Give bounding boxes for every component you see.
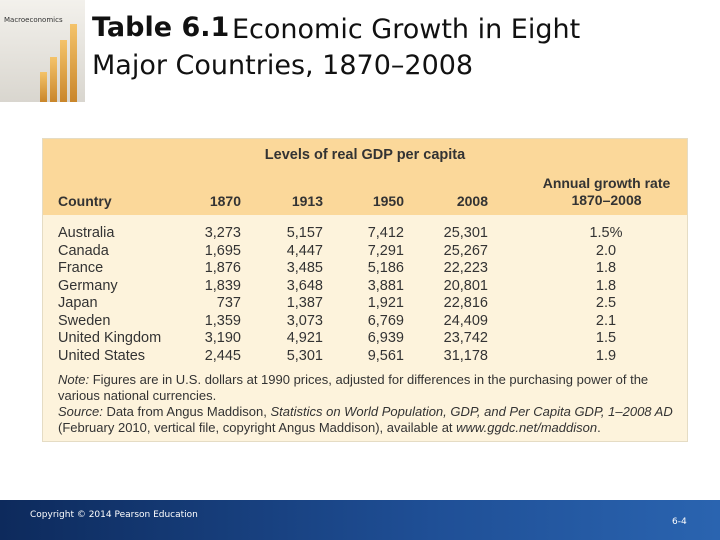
cover-title: Macroeconomics	[4, 16, 63, 24]
table-cell: France	[58, 260, 104, 276]
source-part: Statistics on World Population, GDP, and…	[270, 404, 673, 419]
table-cell: 22,223	[443, 260, 488, 276]
column-header: Annual growth rate 1870–2008	[542, 175, 671, 208]
source-part: .	[597, 420, 601, 435]
table-cell: 1.8	[595, 277, 617, 294]
title-line: Table 6.1	[92, 12, 229, 43]
table-cell: 25,267	[443, 242, 488, 259]
table-cell: Japan	[58, 295, 98, 311]
table-cell: 5,301	[286, 347, 323, 364]
table-cell: Canada	[58, 242, 109, 259]
table-cell: 31,178	[443, 347, 488, 364]
column-header: 1950	[372, 193, 404, 209]
table-cell: 2,445	[204, 347, 241, 364]
group-header: Levels of real GDP per capita	[264, 147, 466, 163]
footer: Copyright © 2014 Pearson Education 6-4	[0, 500, 720, 540]
table-cell: Sweden	[58, 312, 111, 329]
column-header: 2008	[456, 193, 488, 209]
table-cell: 23,742	[443, 330, 488, 346]
table-cell: Germany	[58, 277, 118, 294]
table-cell: 3,073	[286, 312, 323, 329]
table-cell: Australia	[58, 225, 115, 241]
column-header: 1913	[291, 193, 323, 209]
table-cell: 3,273	[204, 225, 241, 241]
source-label: Source:	[58, 404, 103, 419]
table-cell: 1,695	[204, 242, 241, 259]
table-cell: 5,186	[367, 260, 404, 276]
table-cell: 4,921	[286, 330, 323, 346]
table-cell: 25,301	[443, 225, 488, 241]
copyright: Copyright © 2014 Pearson Education	[30, 510, 198, 520]
table-cell: 1.5%	[589, 225, 623, 241]
table-cell: 4,447	[286, 242, 323, 259]
table-cell: 6,939	[367, 330, 404, 346]
table-cell: 7,412	[367, 225, 404, 241]
table-cell: 3,190	[204, 330, 241, 346]
column-header: Country	[58, 193, 112, 209]
table-cell: 7,291	[367, 242, 404, 259]
source: Source: Data from Angus Maddison, Statis…	[58, 404, 678, 436]
table-cell: 3,648	[286, 277, 323, 294]
page-number: 6-4	[672, 517, 687, 527]
table-cell: United Kingdom	[58, 330, 162, 346]
note-label: Note:	[58, 372, 90, 387]
table-cell: 3,485	[286, 260, 323, 276]
source-part: (February 2010, vertical file, copyright…	[58, 420, 457, 435]
table-cell: 3,881	[367, 277, 404, 294]
source-part: Data from Angus Maddison,	[106, 404, 271, 419]
table-cell: 1,387	[286, 295, 323, 311]
table-cell: 737	[216, 295, 241, 311]
table-cell: 1,359	[204, 312, 241, 329]
slide-title: Economic Growth in Eight Major Countries…	[92, 14, 581, 81]
note: Note: Figures are in U.S. dollars at 199…	[58, 372, 678, 404]
table-cell: 24,409	[443, 312, 488, 329]
table-cell: 20,801	[443, 277, 488, 294]
table-cell: 2.0	[595, 242, 617, 259]
table-cell: 1,839	[204, 277, 241, 294]
table-cell: 1.8	[595, 260, 617, 276]
table-box: Levels of real GDP per capita Country 187…	[42, 138, 688, 442]
table-cell: 2.5	[595, 295, 617, 311]
table-cell: 2.1	[595, 312, 617, 329]
table-cell: 1.9	[595, 347, 617, 364]
table-cell: 1,876	[204, 260, 241, 276]
column-header: 1870	[209, 193, 241, 209]
note-text: Figures are in U.S. dollars at 1990 pric…	[58, 372, 649, 403]
table-cell: 9,561	[367, 347, 404, 364]
source-part: www.ggdc.net/maddison	[456, 420, 598, 435]
table-cell: 6,769	[367, 312, 404, 329]
table-cell: 5,157	[286, 225, 323, 241]
table-cell: 1,921	[367, 295, 404, 311]
table-cell: 1.5	[595, 330, 617, 346]
header-band	[43, 139, 687, 215]
table-label: Table 6.1	[92, 12, 230, 43]
table-cell: United States	[58, 347, 146, 364]
book-cover: Macroeconomics	[0, 0, 85, 102]
table-cell: 22,816	[443, 295, 488, 311]
